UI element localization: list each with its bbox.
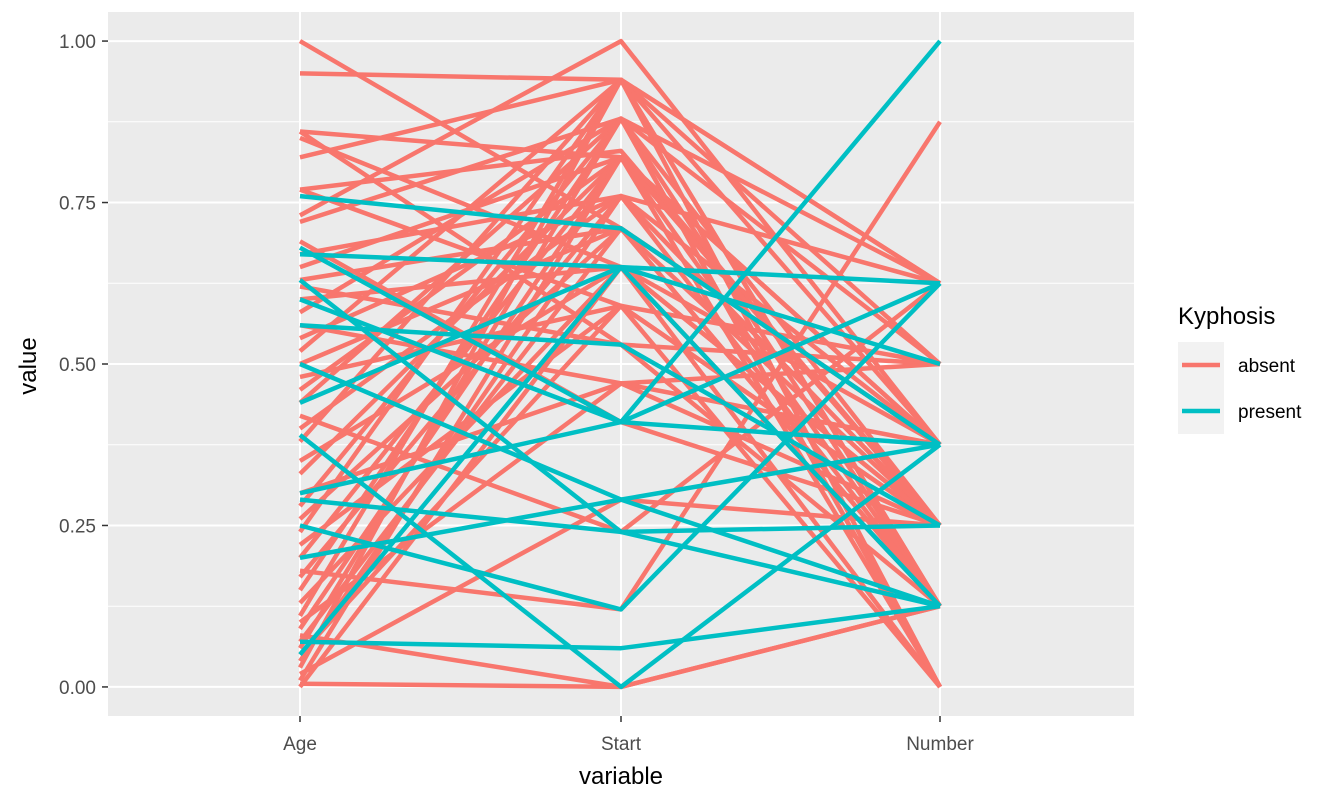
series-line-absent [298, 155, 942, 682]
y-tick-label: 0.25 [59, 516, 96, 537]
y-tick-label: 0.75 [59, 194, 96, 215]
y-tick-label: 0.00 [59, 678, 96, 699]
legend-label-absent: absent [1238, 356, 1296, 377]
series-line-present [299, 281, 942, 612]
legend-label-present: present [1238, 402, 1302, 423]
x-tick-label: Age [283, 734, 317, 755]
series-line-present [299, 442, 941, 561]
x-axis-title: variable [579, 763, 663, 790]
y-axis: 0.00 0.25 0.50 0.75 1.00 [59, 32, 108, 699]
series-line-present [299, 603, 941, 651]
series-line-present [299, 39, 942, 496]
legend: Kyphosis absent present [1178, 303, 1302, 434]
series-line-present [298, 264, 942, 657]
x-axis: Age Start Number [283, 716, 974, 755]
x-tick-label: Number [906, 734, 974, 755]
series-line-absent [298, 38, 942, 447]
series-line-present [299, 193, 942, 447]
y-axis-title: value [15, 337, 42, 394]
y-tick-label: 0.50 [59, 355, 96, 376]
series-line-present [299, 497, 941, 535]
legend-title: Kyphosis [1178, 303, 1275, 330]
y-tick-label: 1.00 [59, 32, 96, 53]
series-lines [298, 38, 942, 690]
x-tick-label: Start [601, 734, 642, 755]
